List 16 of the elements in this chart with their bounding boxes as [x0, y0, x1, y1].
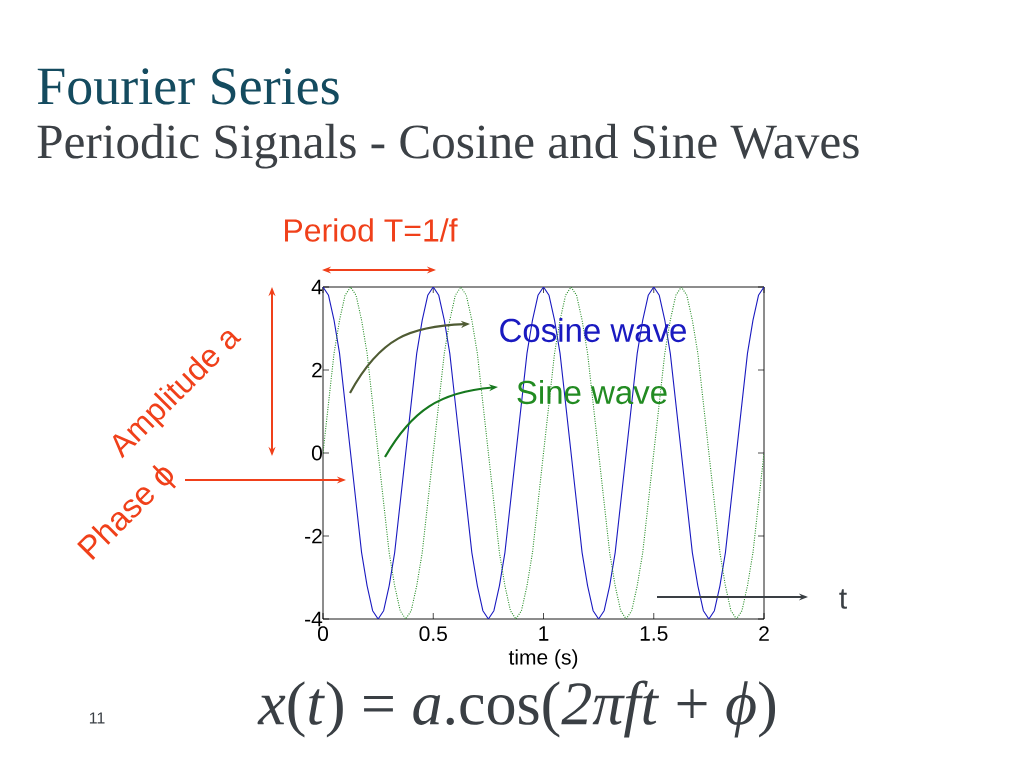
y-tick-label: 0 [311, 445, 322, 461]
x-tick-label: 0.5 [419, 626, 447, 642]
y-tick-label: 2 [312, 362, 322, 378]
y-tick-label: -4 [305, 611, 323, 627]
x-axis-title: time (s) [508, 649, 578, 669]
chart-subtitle: Periodic Signals - Cosine and Sine Waves [37, 123, 859, 169]
text: 11 [89, 712, 105, 724]
text: t [839, 589, 847, 609]
y-tick-label: 4 [311, 279, 323, 295]
y-tick-label: -2 [305, 528, 322, 544]
text: x(t) = a.cos(2πft + ϕ) [257, 680, 776, 738]
chart-title: Fourier Series [37, 68, 339, 105]
x-tick-label: 1.5 [640, 626, 668, 641]
x-tick-label: 2 [759, 626, 769, 641]
x-tick-label: 1 [539, 626, 549, 641]
text: Period T=1/f [285, 218, 458, 242]
